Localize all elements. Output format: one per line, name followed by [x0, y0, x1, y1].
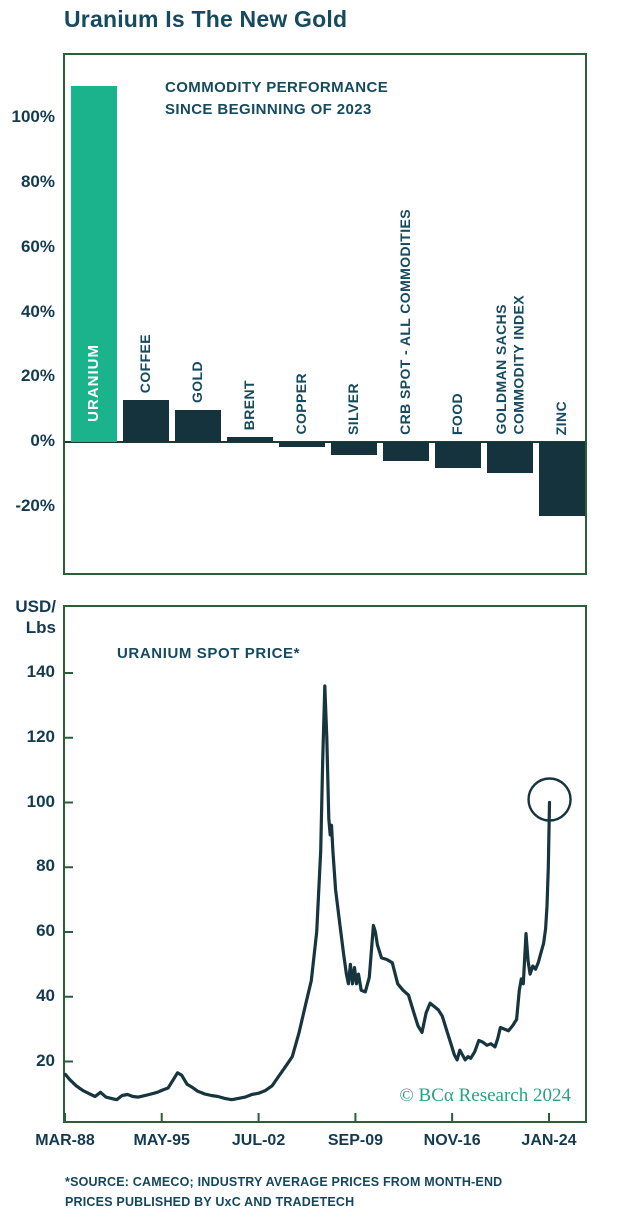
line-chart: URANIUM SPOT PRICE* © BCα Research 2024 [63, 605, 587, 1123]
bar-label-coffee: COFFEE [137, 333, 153, 393]
bar-label-goldman-sachs-commodity-index: GOLDMAN SACHS COMMODITY INDEX [492, 295, 527, 435]
bar-chart: COMMODITY PERFORMANCE SINCE BEGINNING OF… [63, 53, 587, 575]
bar-label-copper: COPPER [293, 373, 309, 435]
bar-food [435, 442, 481, 468]
bar-chart-title: COMMODITY PERFORMANCE SINCE BEGINNING OF… [165, 79, 389, 118]
bar-ytick-60: 60% [20, 236, 55, 256]
line-ytick-120: 120 [26, 726, 55, 746]
bar-gold [175, 409, 221, 442]
bar-goldman-sachs-commodity-index [487, 442, 533, 473]
bar-label-uranium: URANIUM [84, 344, 102, 422]
line-ytick-40: 40 [36, 985, 55, 1005]
bar-brent [227, 437, 273, 442]
line-xtick-jul-02: JUL-02 [231, 1132, 286, 1149]
bar-ytick-40: 40% [20, 301, 55, 321]
bca-research-watermark: © BCα Research 2024 [399, 1085, 571, 1106]
line-xtick-may-95: MAY-95 [133, 1132, 190, 1149]
bar-ytick--20: -20% [15, 495, 55, 515]
source-note: *SOURCE: CAMECO; INDUSTRY AVERAGE PRICES… [65, 1175, 503, 1209]
line-chart-plot-area: URANIUM SPOT PRICE* © BCα Research 2024 [63, 607, 585, 1121]
bar-chart-plot-area: COMMODITY PERFORMANCE SINCE BEGINNING OF… [65, 55, 585, 573]
bar-zinc [539, 442, 585, 517]
bar-ytick-80: 80% [20, 172, 55, 191]
bar-label-crb-spot-all-commodities: CRB SPOT - ALL COMMODITIES [397, 209, 413, 435]
bar-ytick-20: 20% [20, 366, 55, 386]
line-xtick-jan-24: JAN-24 [521, 1132, 577, 1149]
line-xtick-sep-09: SEP-09 [327, 1132, 383, 1149]
bar-label-food: FOOD [449, 392, 465, 435]
line-chart-unit-label: USD/ Lbs [15, 597, 56, 638]
line-xtick-mar-88: MAR-88 [35, 1132, 95, 1149]
zero-line [65, 441, 585, 443]
bar-ytick-100: 100% [11, 107, 55, 127]
uranium-price-series [63, 684, 552, 1102]
line-chart-title: URANIUM SPOT PRICE* [117, 645, 301, 662]
line-ytick-20: 20 [36, 1050, 55, 1070]
bar-label-brent: BRENT [241, 379, 257, 431]
line-ytick-80: 80 [36, 856, 55, 876]
uranium-price-line [63, 672, 572, 1121]
line-ytick-100: 100 [26, 791, 55, 811]
bar-ytick-0: 0% [30, 431, 55, 450]
bar-label-silver: SILVER [345, 383, 361, 435]
line-xtick-nov-16: NOV-16 [423, 1132, 481, 1149]
latest-price-circle-annotation [527, 777, 572, 822]
bar-label-zinc: ZINC [553, 400, 569, 435]
page-title: Uranium Is The New Gold [64, 6, 348, 32]
bar-coffee [123, 399, 169, 442]
line-ytick-140: 140 [26, 662, 55, 681]
bar-crb-spot-all-commodities [383, 442, 429, 462]
bar-label-gold: GOLD [189, 360, 205, 403]
bar-copper [279, 442, 325, 447]
bar-silver [331, 442, 377, 455]
bar-uranium [71, 85, 117, 442]
line-ytick-60: 60 [36, 921, 55, 940]
